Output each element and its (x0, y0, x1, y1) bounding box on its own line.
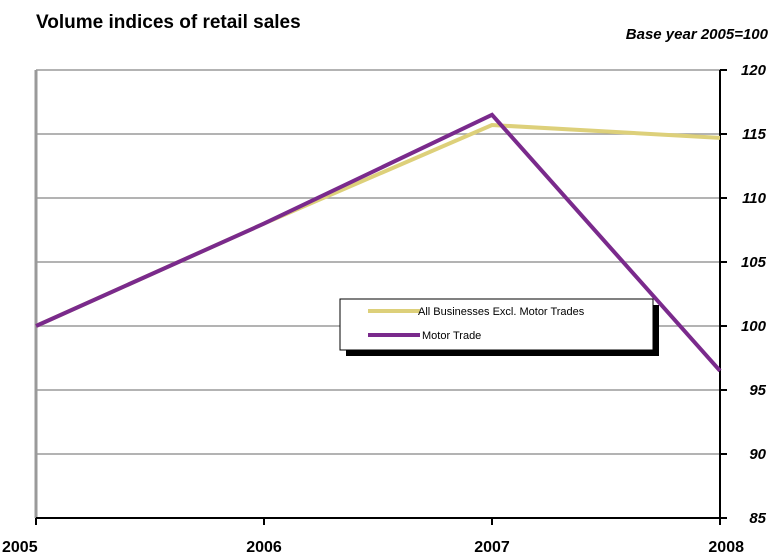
x-tick-label-2008: 2008 (708, 539, 744, 556)
x-tick-label-2007: 2007 (474, 539, 510, 556)
gridlines (36, 70, 720, 454)
y-tick-label-95: 95 (749, 382, 766, 399)
x-tick-label-2005: 2005 (2, 539, 38, 556)
y-tick-label-85: 85 (749, 510, 766, 527)
y-tick-label-115: 115 (742, 126, 767, 143)
y-tick-label-100: 100 (741, 318, 767, 335)
y-tick-label-110: 110 (742, 190, 767, 207)
x-tick-label-2006: 2006 (246, 539, 282, 556)
chart-title: Volume indices of retail sales (36, 12, 301, 33)
legend: All Businesses Excl. Motor Trades Motor … (340, 299, 659, 356)
y-tick-label-90: 90 (749, 446, 766, 463)
y-axis-ticks: 85 90 95 100 105 110 115 120 (741, 62, 767, 527)
legend-label-motor-trade: Motor Trade (422, 330, 481, 342)
chart-subtitle: Base year 2005=100 (626, 26, 769, 43)
x-axis-ticks: 2005 2006 2007 2008 (2, 539, 744, 556)
legend-label-all-businesses: All Businesses Excl. Motor Trades (418, 306, 585, 318)
series-line-0 (36, 125, 720, 326)
y-tick-label-105: 105 (741, 254, 767, 271)
axes (36, 70, 727, 525)
y-tick-label-120: 120 (741, 62, 767, 79)
